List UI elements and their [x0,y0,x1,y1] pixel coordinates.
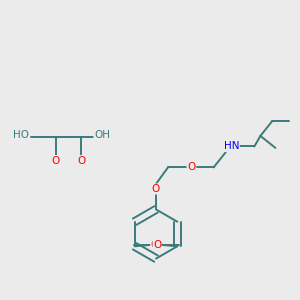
Text: HO: HO [13,130,29,140]
Text: O: O [187,162,196,172]
Text: O: O [52,155,60,166]
Text: O: O [151,239,159,250]
Text: O: O [152,184,160,194]
Text: O: O [153,239,161,250]
Text: OH: OH [94,130,110,140]
Text: HN: HN [224,141,239,152]
Text: O: O [77,155,85,166]
